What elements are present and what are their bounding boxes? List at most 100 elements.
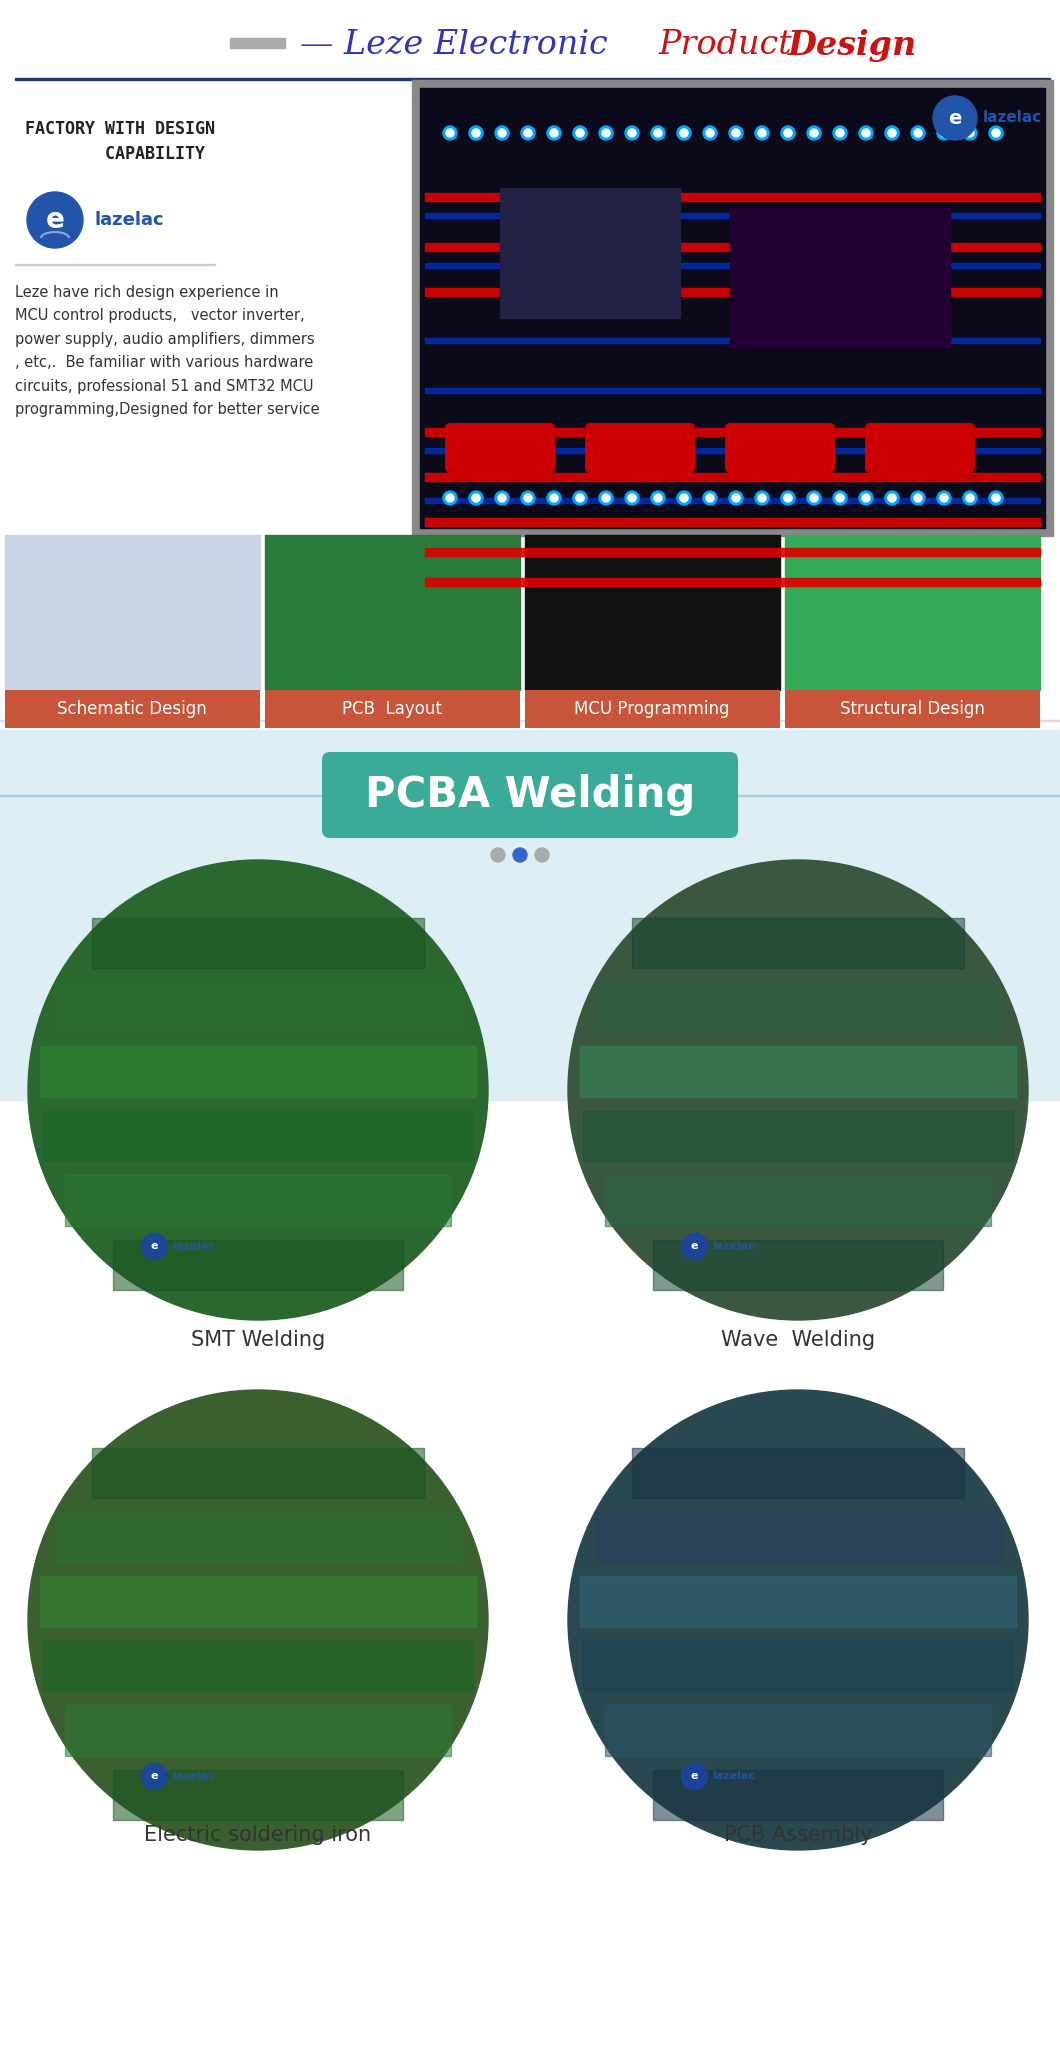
Circle shape <box>885 126 899 140</box>
FancyBboxPatch shape <box>322 752 738 839</box>
Circle shape <box>654 494 662 502</box>
Text: FACTORY WITH DESIGN
        CAPABILITY: FACTORY WITH DESIGN CAPABILITY <box>25 120 215 163</box>
Text: e: e <box>691 1771 699 1781</box>
Bar <box>425 519 1040 527</box>
Bar <box>500 188 681 318</box>
Circle shape <box>550 128 558 136</box>
Circle shape <box>522 126 535 140</box>
Text: SMT Welding: SMT Welding <box>191 1331 325 1349</box>
Bar <box>425 578 1040 587</box>
Circle shape <box>568 859 1028 1320</box>
Text: e: e <box>691 1242 699 1252</box>
Circle shape <box>651 492 665 504</box>
Circle shape <box>862 128 870 136</box>
Circle shape <box>599 126 613 140</box>
Bar <box>583 1112 1012 1161</box>
Circle shape <box>836 128 844 136</box>
Text: e: e <box>151 1242 158 1252</box>
Text: — Leze Electronic: — Leze Electronic <box>300 29 618 62</box>
Circle shape <box>495 126 509 140</box>
Bar <box>425 473 1040 481</box>
Text: Electric soldering iron: Electric soldering iron <box>144 1824 372 1845</box>
Bar <box>890 167 1010 368</box>
Bar <box>785 690 1040 727</box>
Bar <box>425 428 1040 436</box>
Circle shape <box>940 128 948 136</box>
Circle shape <box>888 494 896 502</box>
Circle shape <box>836 494 844 502</box>
Circle shape <box>141 1764 167 1789</box>
Circle shape <box>677 492 691 504</box>
Bar <box>581 1576 1015 1626</box>
Bar <box>581 1045 1015 1097</box>
Circle shape <box>885 492 899 504</box>
Circle shape <box>625 126 639 140</box>
Circle shape <box>833 126 847 140</box>
Text: Design: Design <box>788 29 917 62</box>
Circle shape <box>755 492 768 504</box>
Text: Product: Product <box>658 29 802 62</box>
Circle shape <box>26 192 83 248</box>
Circle shape <box>677 126 691 140</box>
Circle shape <box>443 126 457 140</box>
Circle shape <box>937 492 951 504</box>
Circle shape <box>706 128 714 136</box>
Circle shape <box>703 492 717 504</box>
Bar <box>43 1112 473 1161</box>
Circle shape <box>888 128 896 136</box>
Bar <box>605 1704 991 1756</box>
Circle shape <box>682 1233 707 1260</box>
Circle shape <box>940 494 948 502</box>
Circle shape <box>28 1390 488 1849</box>
Circle shape <box>573 126 587 140</box>
Bar <box>653 1768 942 1820</box>
Circle shape <box>472 128 480 136</box>
Circle shape <box>681 128 688 136</box>
Circle shape <box>446 128 454 136</box>
Circle shape <box>576 494 584 502</box>
Circle shape <box>628 128 636 136</box>
Bar <box>425 547 1040 556</box>
Bar <box>230 37 285 48</box>
Bar <box>632 1448 964 1498</box>
Circle shape <box>602 128 609 136</box>
Bar <box>632 917 964 969</box>
Bar <box>425 388 1040 393</box>
Circle shape <box>141 1233 167 1260</box>
Circle shape <box>784 494 792 502</box>
Text: Structural Design: Structural Design <box>840 700 985 719</box>
Text: e: e <box>151 1771 158 1781</box>
Circle shape <box>937 126 951 140</box>
Bar <box>605 1176 991 1225</box>
Bar <box>525 535 780 690</box>
Circle shape <box>550 494 558 502</box>
Text: Schematic Design: Schematic Design <box>57 700 207 719</box>
Bar <box>15 79 1050 81</box>
Circle shape <box>513 847 527 862</box>
Bar <box>0 729 1060 1099</box>
Circle shape <box>654 128 662 136</box>
Circle shape <box>446 494 454 502</box>
Circle shape <box>599 492 613 504</box>
Bar <box>55 981 461 1033</box>
Bar <box>583 1640 1012 1692</box>
Circle shape <box>732 128 740 136</box>
Circle shape <box>568 1390 1028 1849</box>
Bar <box>265 535 520 690</box>
Text: PCB Assembly: PCB Assembly <box>724 1824 872 1845</box>
Bar <box>653 1240 942 1289</box>
Bar <box>610 167 730 368</box>
Circle shape <box>992 128 1000 136</box>
Circle shape <box>911 492 925 504</box>
Text: e: e <box>46 207 65 233</box>
Circle shape <box>681 494 688 502</box>
Bar <box>265 690 520 727</box>
Circle shape <box>498 494 506 502</box>
Circle shape <box>524 128 532 136</box>
Bar <box>425 498 1040 502</box>
Circle shape <box>810 494 818 502</box>
Circle shape <box>933 95 977 140</box>
Circle shape <box>524 494 532 502</box>
Circle shape <box>784 128 792 136</box>
Circle shape <box>966 128 974 136</box>
